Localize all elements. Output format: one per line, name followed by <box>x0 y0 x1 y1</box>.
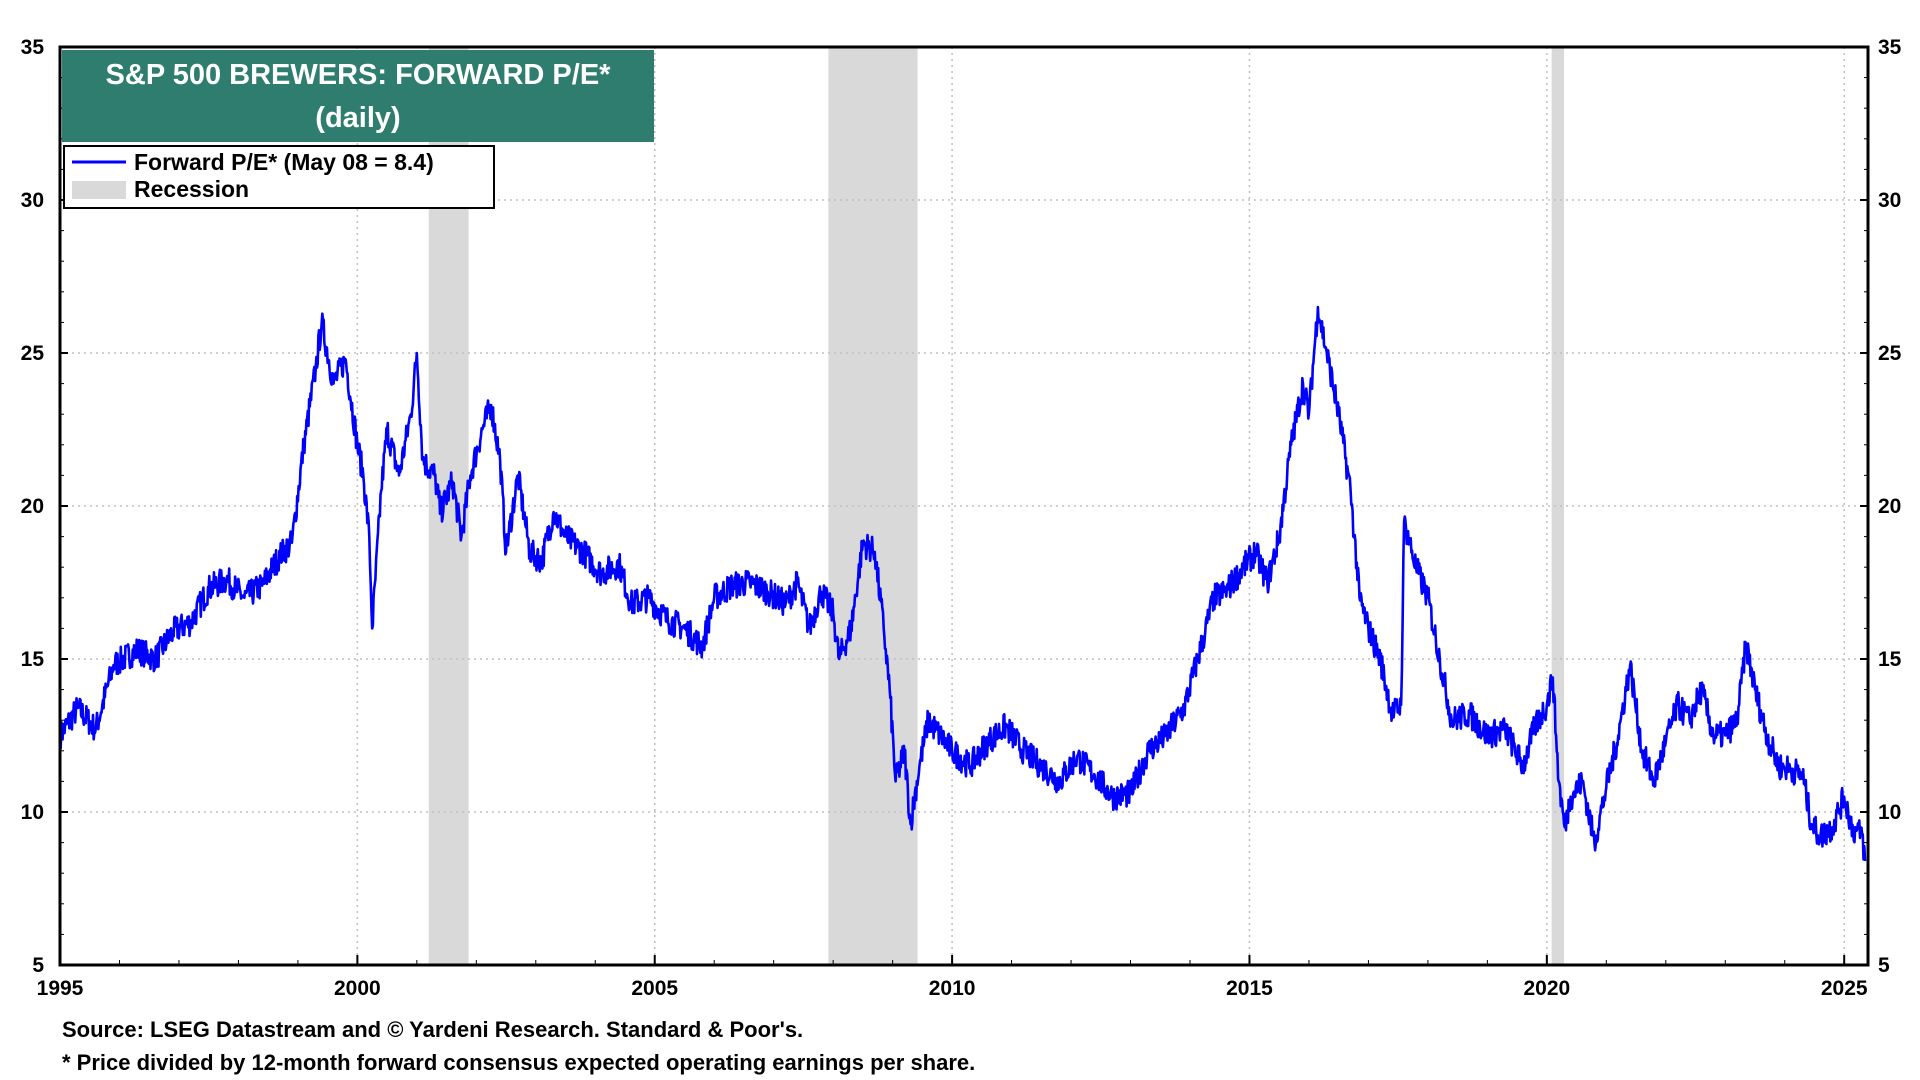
definition-footnote: * Price divided by 12-month forward cons… <box>62 1050 976 1075</box>
legend-recession-swatch <box>72 181 126 199</box>
y-tick-label-right: 15 <box>1878 648 1902 671</box>
x-tick-label: 2020 <box>1523 977 1570 1000</box>
chart-title: S&P 500 BREWERS: FORWARD P/E* <box>106 59 612 91</box>
legend: Forward P/E* (May 08 = 8.4) Recession <box>63 145 495 209</box>
legend-box <box>63 145 495 209</box>
y-tick-label-right: 20 <box>1878 495 1901 518</box>
source-footnote: Source: LSEG Datastream and © Yardeni Re… <box>62 1017 804 1042</box>
y-tick-label-left: 25 <box>21 342 45 365</box>
y-tick-label-right: 10 <box>1878 801 1901 824</box>
legend-recession-label: Recession <box>134 176 249 202</box>
y-tick-label-left: 5 <box>32 954 44 977</box>
series-forward-pe <box>58 305 1867 862</box>
x-tick-label: 2015 <box>1226 977 1273 1000</box>
y-tick-label-left: 15 <box>21 648 45 671</box>
y-tick-label-left: 30 <box>21 189 44 212</box>
legend-series-label: Forward P/E* (May 08 = 8.4) <box>134 149 434 175</box>
y-tick-label-right: 35 <box>1878 36 1902 59</box>
x-tick-label: 2000 <box>334 977 381 1000</box>
recession-band-3 <box>1551 47 1565 965</box>
y-tick-label-right: 5 <box>1878 954 1890 977</box>
x-tick-label: 1995 <box>37 977 84 1000</box>
y-tick-label-left: 20 <box>21 495 44 518</box>
y-tick-label-left: 10 <box>21 801 44 824</box>
series-line-1 <box>58 305 1867 862</box>
title-background <box>62 50 654 142</box>
recession-band-2 <box>828 47 918 965</box>
chart-subtitle: (daily) <box>315 102 400 134</box>
x-tick-label: 2025 <box>1821 977 1868 1000</box>
x-tick-label: 2010 <box>929 977 976 1000</box>
x-tick-label: 2005 <box>631 977 678 1000</box>
y-tick-label-left: 35 <box>21 36 45 59</box>
y-tick-label-right: 30 <box>1878 189 1901 212</box>
title-box: S&P 500 BREWERS: FORWARD P/E* (daily) <box>62 50 654 142</box>
y-tick-label-right: 25 <box>1878 342 1902 365</box>
